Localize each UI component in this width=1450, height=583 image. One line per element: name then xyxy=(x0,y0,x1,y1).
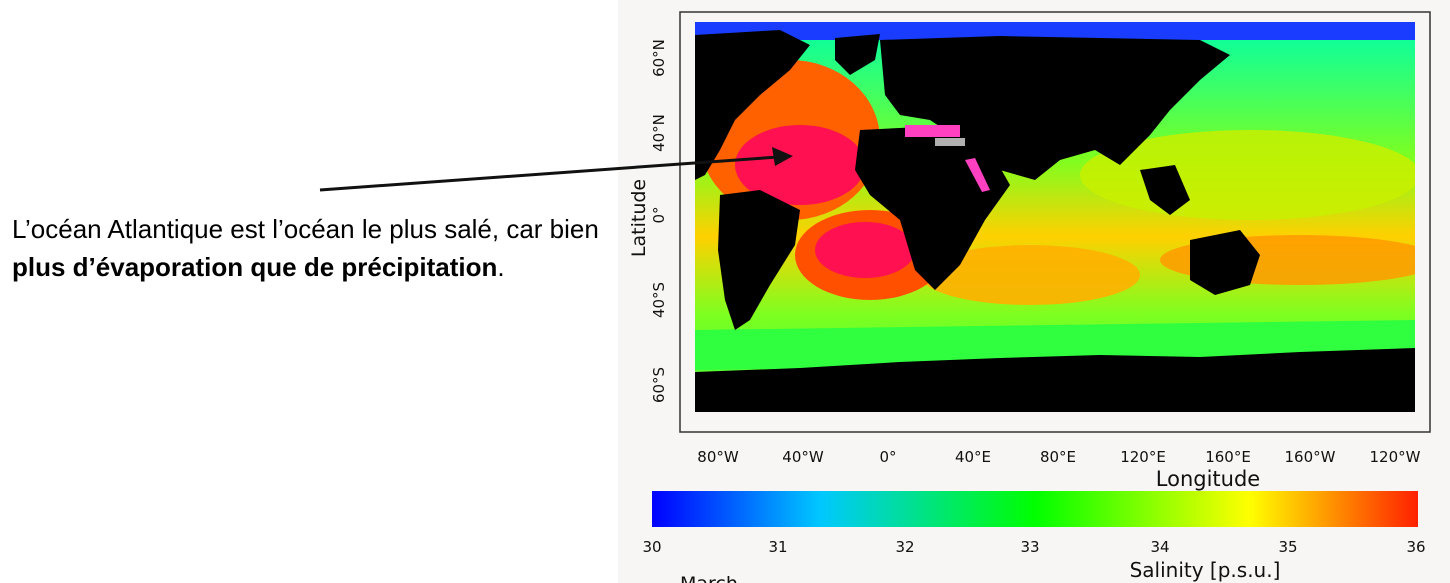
lon-tick-label: 80°W xyxy=(697,448,739,466)
lat-tick-label: 40°S xyxy=(650,282,668,318)
black-sea xyxy=(935,138,965,146)
south-america xyxy=(718,190,800,330)
red-sea xyxy=(965,158,990,192)
lon-tick-label: 120°W xyxy=(1370,448,1421,466)
y-axis-label: Latitude xyxy=(628,179,650,257)
indian-ocean-band xyxy=(920,245,1140,305)
caption-plain-2: . xyxy=(497,252,505,282)
colorbar-label: Salinity [p.s.u.] xyxy=(1130,558,1281,582)
lat-tick-labels: 60°N 40°N 0° 40°S 60°S xyxy=(650,39,668,403)
lon-tick-label: 40°W xyxy=(782,448,824,466)
mediterranean-sea xyxy=(905,125,960,137)
colorbar-tick-label: 36 xyxy=(1406,538,1425,556)
greenland xyxy=(835,34,880,75)
lon-tick-labels: 80°W 40°W 0° 40°E 80°E 120°E 160°E 160°W 120°W xyxy=(697,448,1420,466)
north-america xyxy=(695,30,810,180)
caption-plain-1: L’océan Atlantique est l’océan le plus s… xyxy=(12,214,599,244)
colorbar-tick-label: 31 xyxy=(768,538,787,556)
lat-tick-label: 60°N xyxy=(650,39,668,77)
atlantic-north-red xyxy=(735,125,865,205)
southeast-asia xyxy=(1140,165,1190,215)
antarctica xyxy=(695,348,1415,412)
caption-bold: plus d’évaporation que de précipitation xyxy=(12,252,498,282)
lon-tick-label: 160°E xyxy=(1205,448,1251,466)
colorbar-tick-label: 35 xyxy=(1278,538,1297,556)
colorbar xyxy=(652,491,1418,527)
annotation-arrow xyxy=(319,147,793,192)
plot-frame xyxy=(679,11,1431,433)
colorbar-tick-label: 34 xyxy=(1150,538,1169,556)
atlantic-south-red xyxy=(815,222,915,278)
x-axis-label: Longitude xyxy=(1156,467,1260,491)
lon-tick-label: 120°E xyxy=(1120,448,1166,466)
australia xyxy=(1190,230,1260,295)
colorbar-tick-labels: 30 31 32 33 34 35 36 xyxy=(642,538,1425,556)
colorbar-tick-label: 30 xyxy=(642,538,661,556)
lon-tick-label: 160°W xyxy=(1285,448,1336,466)
map-field xyxy=(695,22,1415,412)
lon-tick-label: 80°E xyxy=(1040,448,1076,466)
lat-tick-label: 40°N xyxy=(650,114,668,152)
month-label: March xyxy=(680,573,738,583)
colorbar-tick-label: 32 xyxy=(895,538,914,556)
colorbar-tick-label: 33 xyxy=(1020,538,1039,556)
lon-tick-label: 40°E xyxy=(955,448,991,466)
land-masses xyxy=(695,30,1415,412)
lon-tick-label: 0° xyxy=(879,448,896,466)
lat-tick-label: 60°S xyxy=(650,367,668,403)
caption-text: L’océan Atlantique est l’océan le plus s… xyxy=(12,210,602,286)
lat-tick-label: 0° xyxy=(650,206,668,223)
arrow-head xyxy=(772,147,793,166)
